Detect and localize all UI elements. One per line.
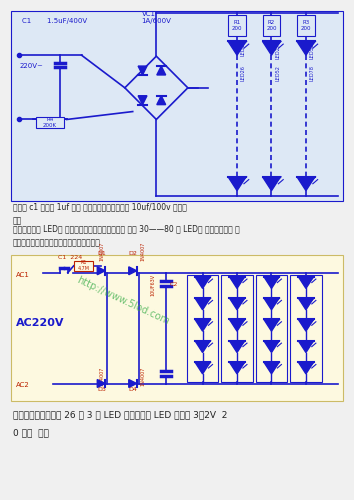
Text: 六，容降压电路可带 26 串 3 并 LED 灯珠原理图 LED 是白光 3。2V  2: 六，容降压电路可带 26 串 3 并 LED 灯珠原理图 LED 是白光 3。2… <box>13 410 227 419</box>
Polygon shape <box>228 42 246 55</box>
Polygon shape <box>229 276 245 288</box>
Text: AC2: AC2 <box>16 382 29 388</box>
Text: D2: D2 <box>129 251 138 256</box>
Polygon shape <box>264 276 279 288</box>
Polygon shape <box>298 320 314 331</box>
Text: 1N4007: 1N4007 <box>99 242 104 261</box>
FancyBboxPatch shape <box>263 14 280 36</box>
Text: 1N4007: 1N4007 <box>141 242 145 261</box>
Polygon shape <box>264 320 279 331</box>
Polygon shape <box>228 177 246 190</box>
Text: R1
200: R1 200 <box>232 20 242 31</box>
Text: VC1
1A/600V: VC1 1A/600V <box>142 10 171 24</box>
Text: LED26: LED26 <box>241 65 246 81</box>
Polygon shape <box>263 177 280 190</box>
Polygon shape <box>138 96 147 104</box>
Polygon shape <box>129 267 137 274</box>
FancyBboxPatch shape <box>74 261 93 271</box>
Polygon shape <box>195 341 210 352</box>
Polygon shape <box>297 42 315 55</box>
Text: LED53: LED53 <box>310 44 315 59</box>
Polygon shape <box>195 276 210 288</box>
Text: D1: D1 <box>97 251 106 256</box>
Text: 可以只利用电容降压电路作降压电路使用。: 可以只利用电容降压电路作降压电路使用。 <box>13 238 101 247</box>
Polygon shape <box>229 341 245 352</box>
Polygon shape <box>298 341 314 352</box>
Polygon shape <box>157 66 166 75</box>
FancyBboxPatch shape <box>297 14 315 36</box>
Polygon shape <box>97 380 105 388</box>
Polygon shape <box>264 298 279 310</box>
Polygon shape <box>97 267 105 274</box>
FancyBboxPatch shape <box>36 116 64 128</box>
Text: AC220V: AC220V <box>16 318 64 328</box>
Text: R4
200K: R4 200K <box>43 117 57 128</box>
Text: R1
4.7M: R1 4.7M <box>78 260 90 271</box>
Text: D4: D4 <box>129 388 138 392</box>
Text: 你需要多少个 LED， 为你提供一个电容降常电路， 可带 30——80 个 LED， 你参考一下。 也: 你需要多少个 LED， 为你提供一个电容降常电路， 可带 30——80 个 LE… <box>13 224 239 234</box>
Text: R2
200: R2 200 <box>266 20 277 31</box>
FancyBboxPatch shape <box>228 14 246 36</box>
Text: C2: C2 <box>169 282 177 286</box>
Polygon shape <box>138 66 147 75</box>
FancyBboxPatch shape <box>11 255 343 402</box>
Text: LED78: LED78 <box>310 65 315 81</box>
Polygon shape <box>195 298 210 310</box>
Polygon shape <box>264 362 279 374</box>
Polygon shape <box>297 177 315 190</box>
Polygon shape <box>157 96 166 104</box>
Text: C1       1.5uF/400V: C1 1.5uF/400V <box>22 18 87 24</box>
Text: http://www.5lod.com: http://www.5lod.com <box>75 274 170 326</box>
Text: D3: D3 <box>97 388 106 392</box>
Polygon shape <box>229 298 245 310</box>
Polygon shape <box>195 362 210 374</box>
Polygon shape <box>129 380 137 388</box>
Text: LED1: LED1 <box>241 44 246 56</box>
FancyBboxPatch shape <box>11 10 343 200</box>
Text: LED52: LED52 <box>275 65 280 81</box>
Text: LED27: LED27 <box>275 44 280 59</box>
Polygon shape <box>263 42 280 55</box>
Text: 0 毫安  灯珠: 0 毫安 灯珠 <box>13 428 48 437</box>
Polygon shape <box>229 362 245 374</box>
Text: 10UF63V: 10UF63V <box>150 274 155 296</box>
Text: 1N4007: 1N4007 <box>141 367 145 386</box>
Polygon shape <box>298 298 314 310</box>
Polygon shape <box>264 341 279 352</box>
Text: AC1: AC1 <box>16 272 29 278</box>
Text: 五。: 五。 <box>13 216 22 226</box>
Polygon shape <box>195 320 210 331</box>
Polygon shape <box>298 362 314 374</box>
Polygon shape <box>229 320 245 331</box>
Text: R3
200: R3 200 <box>301 20 311 31</box>
Text: 上面的 c1 应该是 1uf 的。 整流电路后面可以并联 10uf/100v 电容器: 上面的 c1 应该是 1uf 的。 整流电路后面可以并联 10uf/100v 电… <box>13 202 187 211</box>
Polygon shape <box>298 276 314 288</box>
Text: 1N4007: 1N4007 <box>99 367 104 386</box>
Text: 220V~: 220V~ <box>19 63 44 69</box>
Text: C1  224: C1 224 <box>58 255 82 260</box>
